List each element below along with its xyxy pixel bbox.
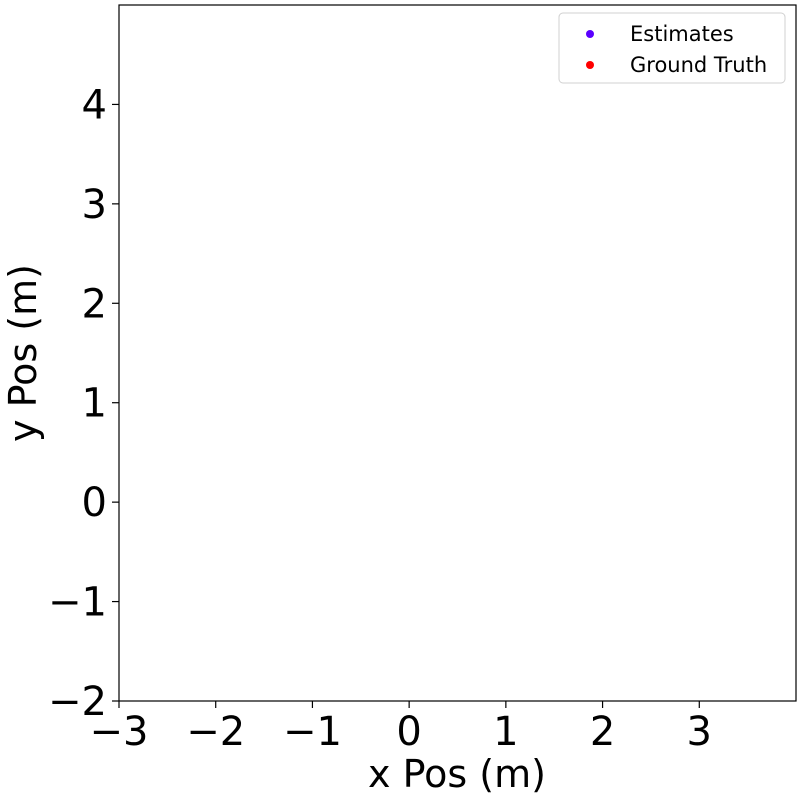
y-tick-label: −2 [48,679,107,725]
x-tick-label: 2 [590,709,615,755]
y-tick-label: 3 [82,182,107,228]
x-tick-label: 1 [493,709,518,755]
x-tick-label: 0 [396,709,421,755]
x-tick-label: −2 [186,709,245,755]
x-tick-label: −1 [283,709,342,755]
y-tick-label: −1 [48,580,107,626]
x-axis-label: x Pos (m) [368,752,546,796]
x-axis: −3 −2 −1 0 1 2 3 [90,701,712,755]
legend-label-ground-truth: Ground Truth [630,53,767,77]
y-tick-label: 1 [82,381,107,427]
legend: Estimates Ground Truth [558,12,786,84]
y-axis: −2 −1 0 1 2 3 4 [48,82,119,725]
x-tick-label: −3 [90,709,149,755]
legend-marker-ground-truth [586,61,594,69]
plot-area [118,4,797,702]
x-tick-label: 3 [687,709,712,755]
legend-box [558,12,786,84]
legend-marker-estimates [586,30,594,38]
y-axis-label: y Pos (m) [1,264,45,442]
y-tick-label: 0 [82,480,107,526]
y-tick-label: 2 [82,281,107,327]
y-tick-label: 4 [82,82,107,128]
legend-label-estimates: Estimates [630,22,734,46]
